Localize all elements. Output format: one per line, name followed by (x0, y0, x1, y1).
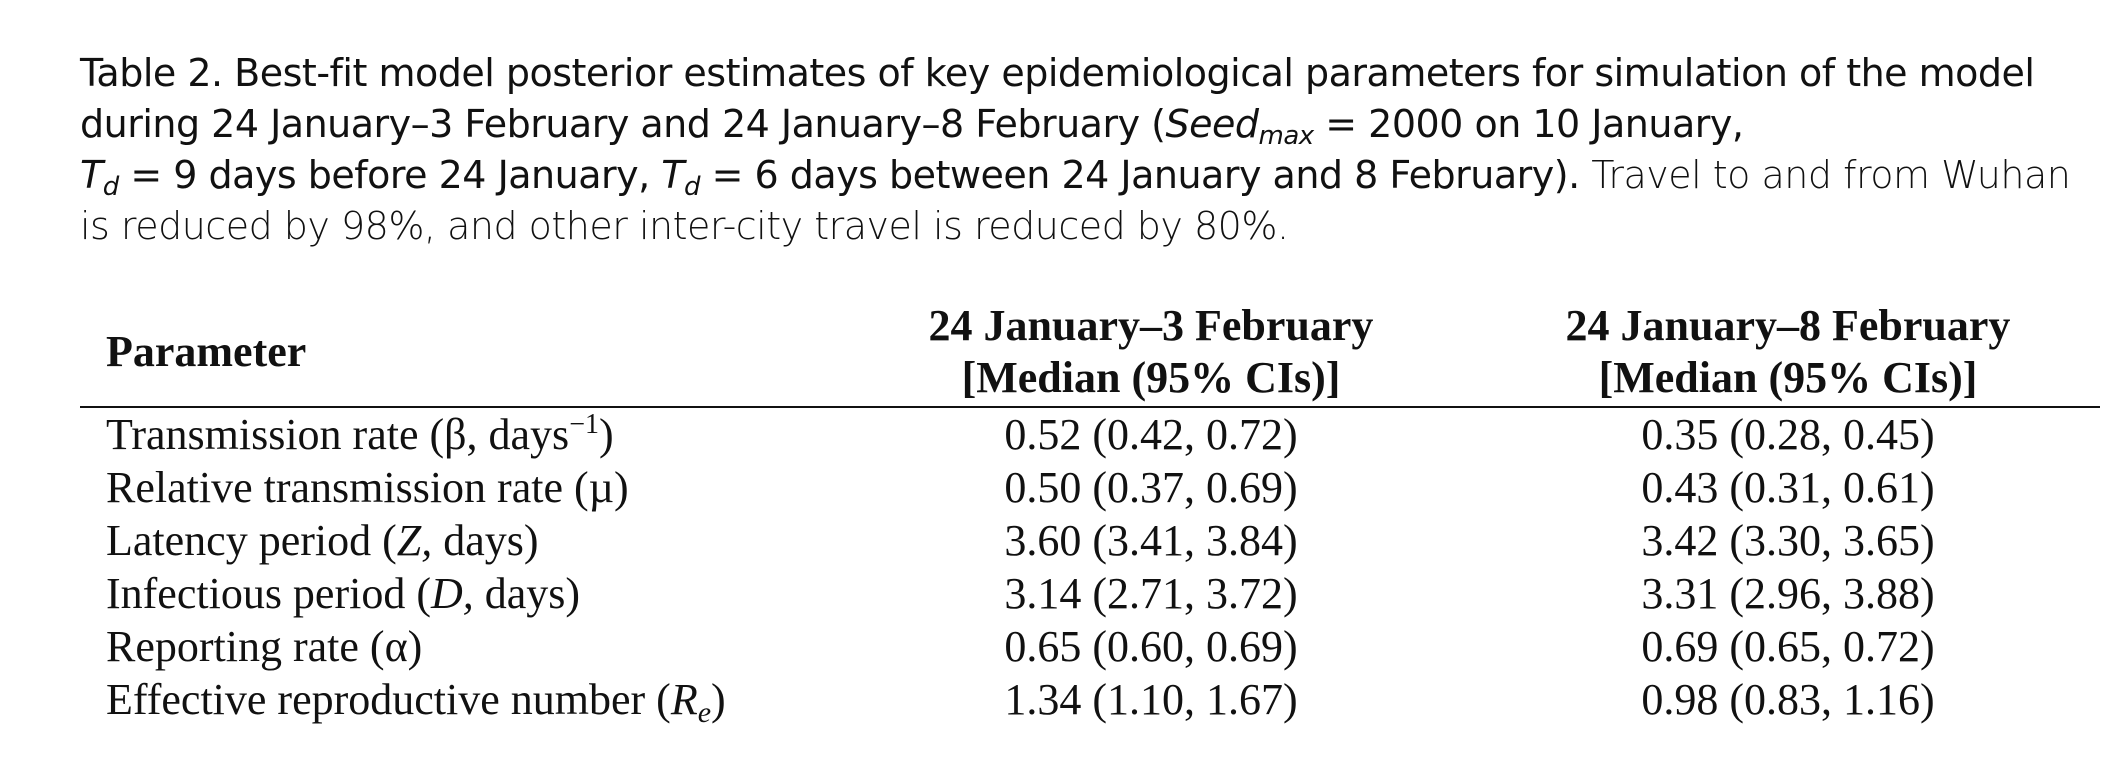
value-period-1: 3.60 (3.41, 3.84) (1004, 516, 1298, 565)
value-period-2: 0.35 (0.28, 0.45) (1641, 410, 1935, 459)
param-reporting-rate: Reporting rate (α) (80, 620, 826, 673)
header-parameter: Parameter (80, 300, 826, 408)
param-symbol: D, (431, 569, 474, 618)
param-symbol: Z, (396, 516, 433, 565)
param-text-end: days) (432, 516, 539, 565)
header-period-2-stat: [Median (95% CIs)] (1598, 353, 1978, 402)
seed-symbol: Seed (1165, 102, 1260, 146)
value-period-2: 0.69 (0.65, 0.72) (1641, 622, 1935, 671)
value-period-1: 1.34 (1.10, 1.67) (1004, 675, 1298, 724)
table-caption: Table 2. Best-fit model posterior estima… (80, 48, 2080, 252)
header-period-1-stat: [Median (95% CIs)] (961, 353, 1341, 402)
param-subscript: e (697, 696, 712, 729)
table-row: Reporting rate (α) 0.65 (0.60, 0.69) 0.6… (80, 620, 2100, 673)
header-row: Parameter 24 January–3 February [Median … (80, 300, 2100, 408)
seed-subscript: max (1258, 121, 1315, 151)
table-row: Latency period (Z, days) 3.60 (3.41, 3.8… (80, 514, 2100, 567)
caption-prefix: Table 2. Best-fit model posterior estima… (80, 51, 2035, 146)
param-relative-transmission-rate: Relative transmission rate (µ) (80, 461, 826, 514)
header-period-2-dates: 24 January–8 February (1565, 301, 2011, 350)
value-period-2: 3.42 (3.30, 3.65) (1641, 516, 1935, 565)
param-text: Reporting rate (α) (106, 622, 423, 671)
table-row: Infectious period (D, days) 3.14 (2.71, … (80, 567, 2100, 620)
param-text-end: days) (473, 569, 581, 618)
parameter-table: Parameter 24 January–3 February [Median … (80, 300, 2100, 729)
value-period-1: 0.65 (0.60, 0.69) (1004, 622, 1298, 671)
param-text: Infectious period ( (106, 569, 431, 618)
value-period-1: 3.14 (2.71, 3.72) (1004, 569, 1298, 618)
param-text: Relative transmission rate (µ) (106, 463, 629, 512)
value-period-1: 0.52 (0.42, 0.72) (1004, 410, 1298, 459)
param-infectious-period: Infectious period (D, days) (80, 567, 826, 620)
param-text-end: ) (598, 410, 614, 459)
param-transmission-rate: Transmission rate (β, days−1) (80, 407, 826, 461)
header-period-2: 24 January–8 February [Median (95% CIs)] (1476, 300, 2100, 408)
table-row: Relative transmission rate (µ) 0.50 (0.3… (80, 461, 2100, 514)
param-latency-period: Latency period (Z, days) (80, 514, 826, 567)
table-row: Effective reproductive number (Re) 1.34 … (80, 673, 2100, 729)
value-period-2: 3.31 (2.96, 3.88) (1641, 569, 1935, 618)
param-text: Latency period ( (106, 516, 397, 565)
param-text: Effective reproductive number ( (106, 675, 671, 724)
value-period-1: 0.50 (0.37, 0.69) (1004, 463, 1298, 512)
caption-suffix: Travel to and from Wuhan is reduced by 9… (80, 153, 2071, 248)
td-symbol-1: T (80, 153, 103, 197)
seed-value: = 2000 on 10 January, (1313, 102, 1744, 146)
td-subscript-1: d (102, 172, 120, 202)
param-symbol: R (670, 675, 698, 724)
td1-value: = 9 days before 24 January, (118, 153, 662, 197)
value-period-2: 0.98 (0.83, 1.16) (1641, 675, 1935, 724)
param-effective-reproductive-number: Effective reproductive number (Re) (80, 673, 826, 729)
header-period-1-dates: 24 January–3 February (928, 301, 1374, 350)
td-symbol-2: T (661, 153, 685, 197)
value-period-2: 0.43 (0.31, 0.61) (1641, 463, 1935, 512)
param-sup: −1 (569, 409, 599, 440)
td2-value: = 6 days between 24 January and 8 Februa… (700, 153, 1581, 197)
header-period-1: 24 January–3 February [Median (95% CIs)] (826, 300, 1476, 408)
table-row: Transmission rate (β, days−1) 0.52 (0.42… (80, 407, 2100, 461)
td-subscript-2: d (684, 172, 701, 202)
param-text-end: ) (711, 675, 726, 724)
param-text: Transmission rate (β, days (106, 410, 570, 459)
